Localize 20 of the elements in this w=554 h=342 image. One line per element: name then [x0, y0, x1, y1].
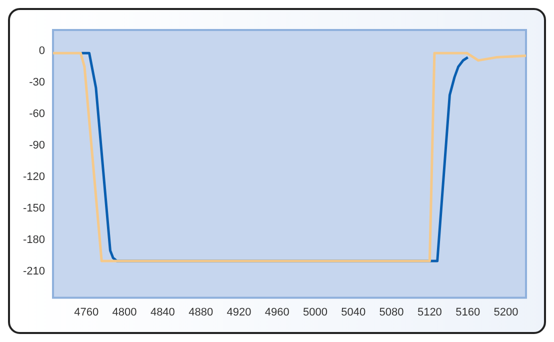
y-tick-label: -120 — [22, 171, 46, 184]
y-tick-label: -60 — [29, 108, 46, 120]
x-tick-label: 5160 — [456, 306, 480, 318]
x-tick-label: 4960 — [264, 306, 290, 318]
y-tick-label: -150 — [22, 202, 46, 215]
y-tick-label: -30 — [29, 76, 46, 89]
x-tick-label: 5120 — [417, 306, 442, 318]
y-tick-label: -180 — [22, 234, 46, 246]
x-tick-label: 4840 — [150, 306, 175, 318]
x-tick-label: 5080 — [379, 306, 404, 318]
y-tick-label: 0 — [38, 45, 46, 58]
x-tick-label: 4920 — [226, 306, 252, 318]
y-tick-label: -210 — [22, 266, 46, 278]
x-tick-label: 5000 — [303, 306, 328, 318]
x-tick-label: 5040 — [341, 306, 366, 318]
x-tick-label: 4800 — [112, 306, 137, 318]
x-tick-label: 5200 — [494, 306, 518, 318]
y-tick-label: -90 — [29, 140, 46, 152]
x-tick-label: 4880 — [188, 306, 214, 318]
x-tick-label: 4760 — [74, 306, 99, 318]
